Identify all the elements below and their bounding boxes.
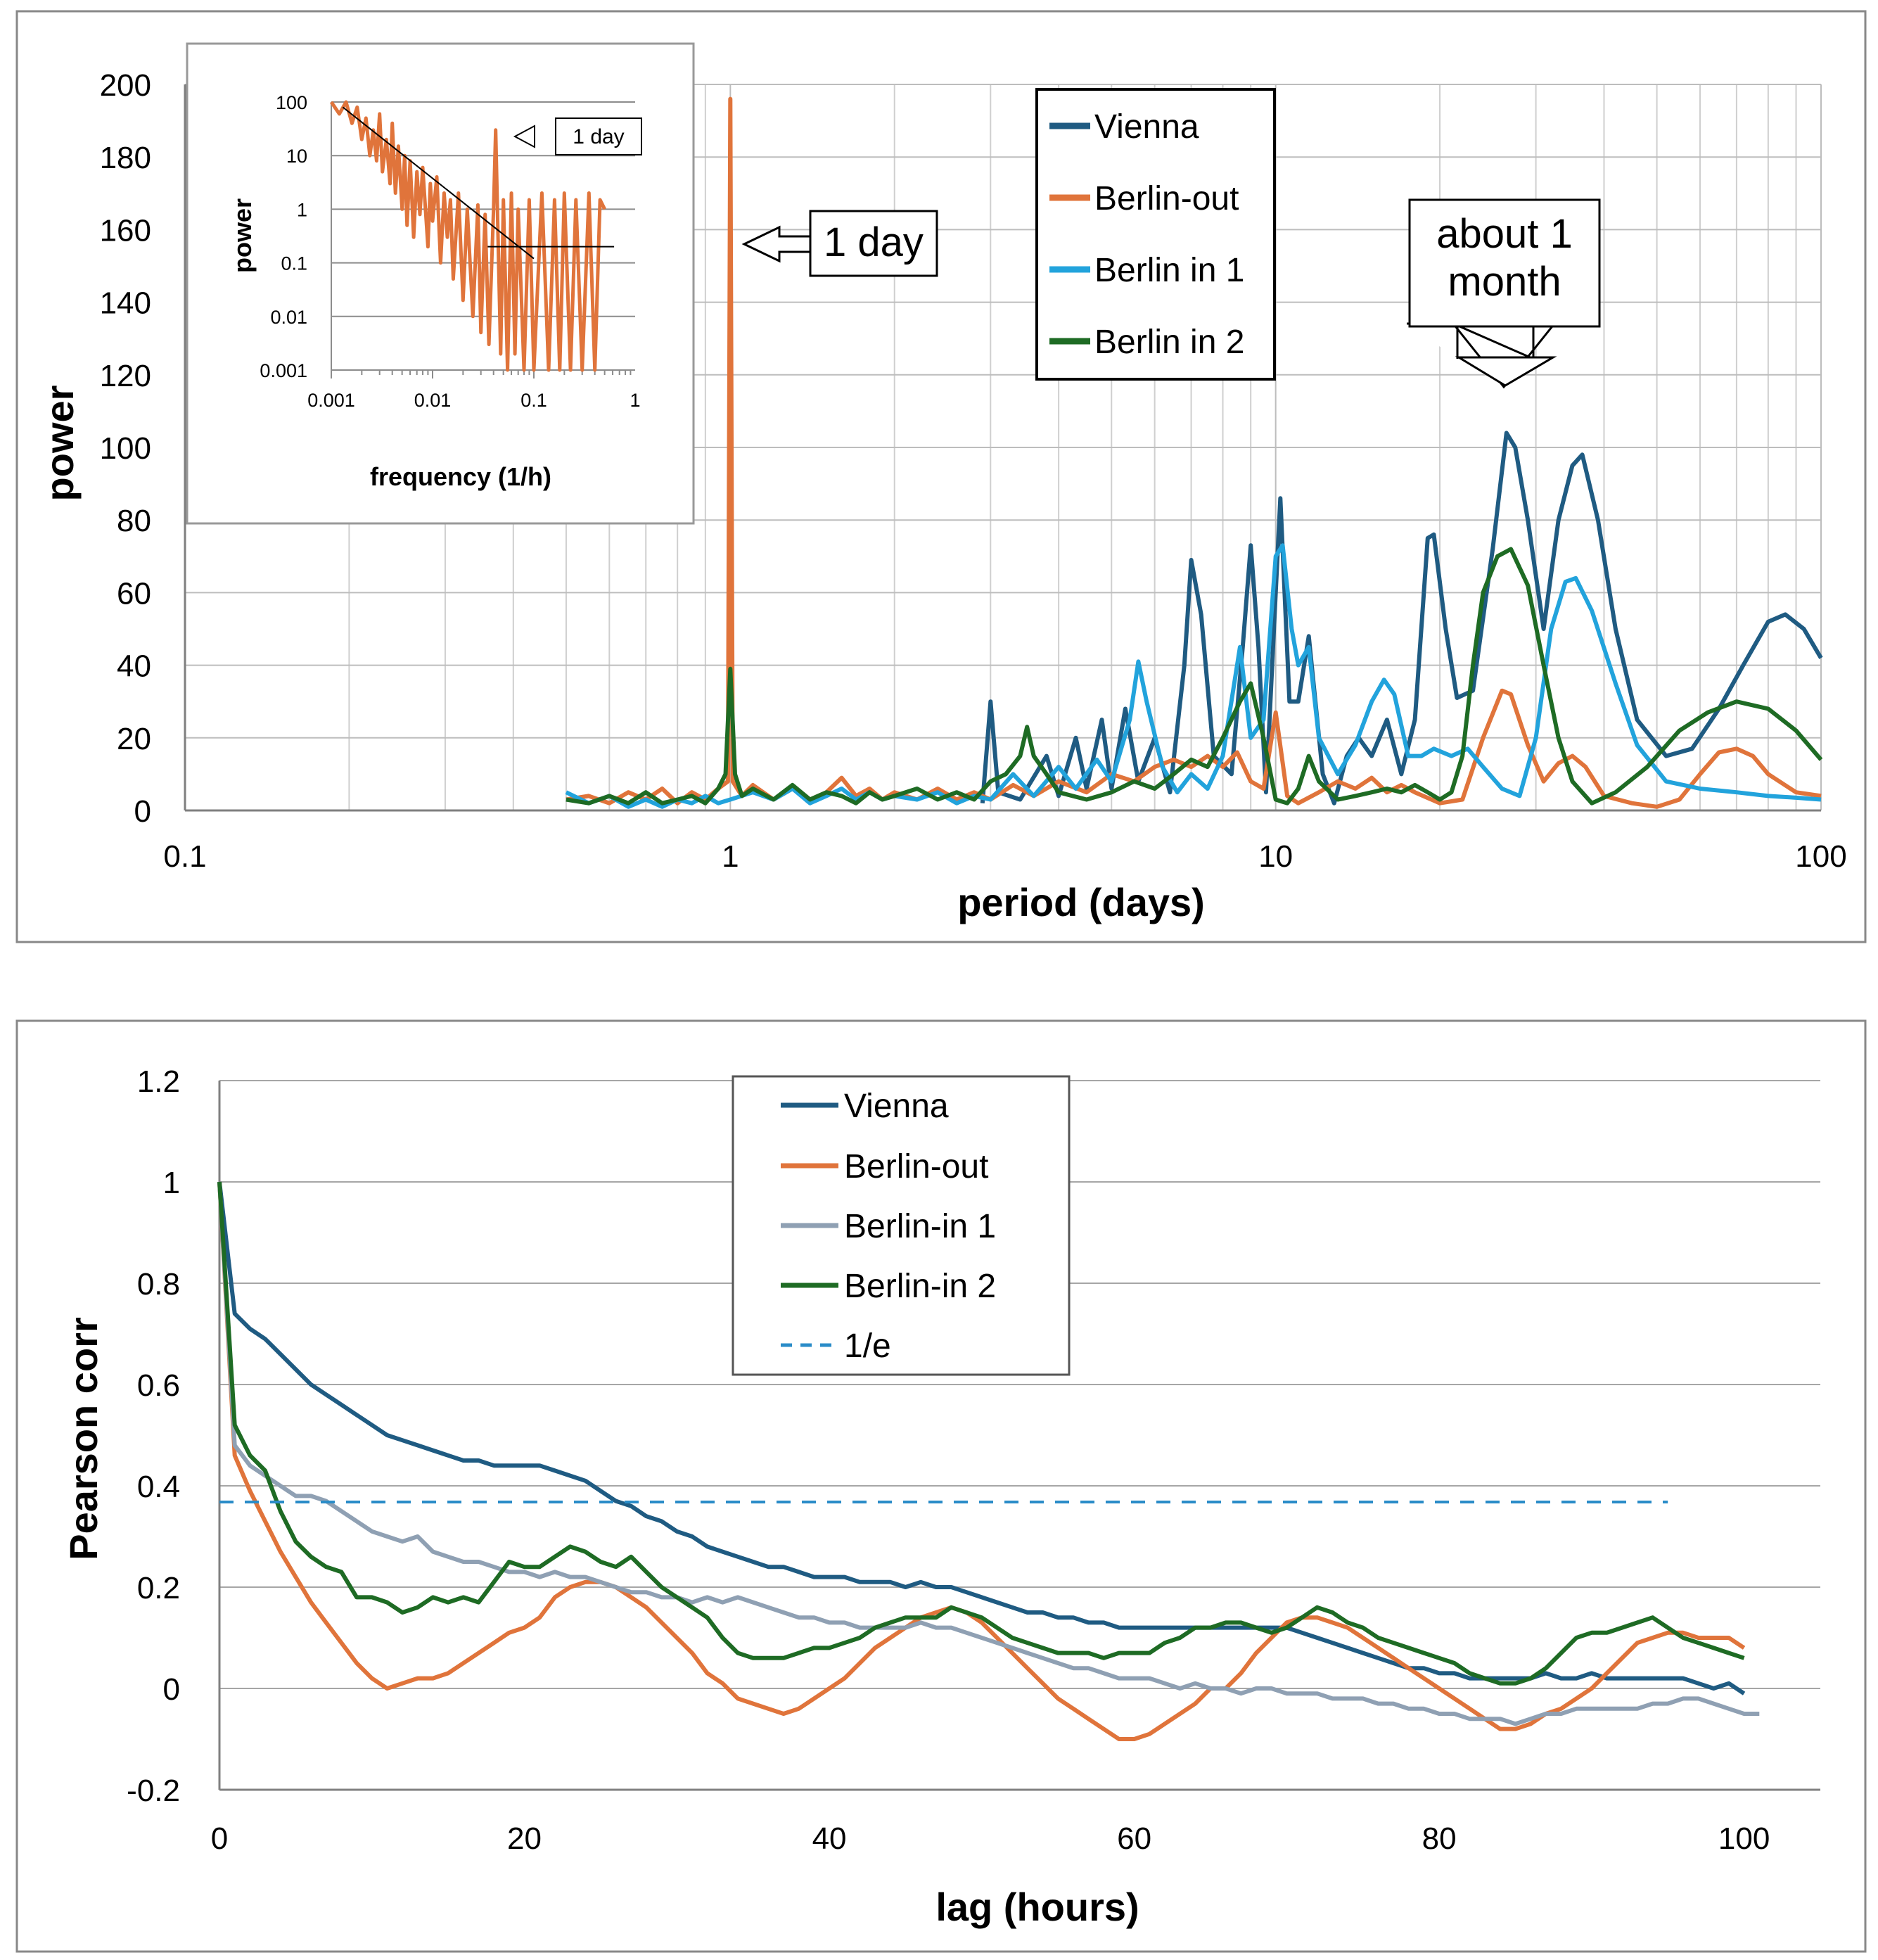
legend-label: Berlin-out (844, 1148, 988, 1185)
legend-item-vienna: Vienna (781, 1088, 949, 1125)
inset-border (186, 42, 695, 525)
legend-item-berlin-out: Berlin-out (1049, 180, 1239, 217)
y-tick-label: 0 (134, 794, 151, 829)
legend: Vienna Berlin-out Berlin-in 1 Berlin-in … (732, 1075, 1071, 1376)
legend-label: Berlin-out (1094, 180, 1239, 217)
legend-item-vienna: Vienna (1049, 108, 1199, 146)
inset-x-tick-label: 0.1 (520, 390, 547, 411)
y-tick-label: 0.8 (137, 1267, 180, 1302)
y-tick-label: 0.2 (137, 1571, 180, 1605)
series-line-berlin-out (566, 96, 1822, 809)
x-tick-label: 20 (507, 1821, 542, 1856)
inset-callout-text: 1 day (573, 125, 624, 148)
x-tick-label: 80 (1422, 1821, 1457, 1856)
autocorrelation-panel: 0 20 40 60 80 100 -0.2 0 0.2 0.4 0.6 0.8 1 1.2 Pearso… (15, 1019, 1867, 1953)
x-tick-label: 0.1 (163, 839, 206, 874)
x-tick-label: 60 (1117, 1821, 1151, 1856)
inset-y-tick-label: 1 (297, 199, 307, 220)
inset-x-tick-label: 0.001 (307, 390, 355, 411)
legend-item-berlin-out: Berlin-out (781, 1148, 988, 1185)
x-tick-label: 10 (1258, 839, 1293, 874)
grid (184, 84, 1822, 812)
inset-chart: 0.001 0.01 0.1 1 100 10 1 0.1 0.01 0.001 power fr… (186, 42, 695, 525)
inset-fit-line (342, 106, 535, 260)
month-callout-line1: about 1 (1436, 211, 1573, 257)
inset-callout-arrow-head (513, 125, 535, 148)
inset-y-axis-title: power (228, 198, 257, 273)
series-line-berlin-in-2 (566, 547, 1823, 806)
legend-label: 1/e (844, 1328, 891, 1365)
plot-area (565, 96, 1823, 809)
inset-callout: 1 day (513, 117, 642, 155)
series-line-berlin-in-1 (217, 1181, 1760, 1726)
month-callout-line2: month (1448, 259, 1561, 305)
inset-tick-labels: 0.001 0.01 0.1 1 100 10 1 0.1 0.01 0.001 (260, 92, 640, 411)
legend-item-berlin-in-2: Berlin-in 2 (781, 1268, 996, 1305)
y-tick-label: 120 (100, 359, 151, 393)
legend-label: Berlin in 2 (1094, 324, 1244, 361)
tick-labels: 0 20 40 60 80 100 -0.2 0 0.2 0.4 0.6 0.8 1 1.2 (127, 1064, 1770, 1856)
inset-y-tick-label: 0.1 (281, 253, 307, 274)
y-tick-label: 140 (100, 286, 151, 321)
legend-label: Berlin-in 1 (844, 1208, 996, 1245)
y-tick-label: 1 (163, 1166, 180, 1200)
x-tick-label: 40 (812, 1821, 847, 1856)
x-tick-label: 1 (722, 839, 739, 874)
inset-x-tick-label: 0.01 (414, 390, 452, 411)
y-tick-label: 1.2 (137, 1064, 180, 1099)
inset-x-tick-label: 1 (630, 390, 640, 411)
y-tick-label: 0.4 (137, 1470, 180, 1504)
x-tick-label: 100 (1795, 839, 1846, 874)
inset-y-tick-label: 10 (286, 146, 307, 167)
x-axis-title: period (days) (957, 880, 1205, 924)
x-tick-label: 0 (211, 1821, 228, 1856)
legend-box (1035, 88, 1276, 381)
grid (218, 1080, 1820, 1791)
legend-label: Vienna (1094, 108, 1199, 146)
legend-item-one-over-e: 1/e (781, 1328, 891, 1365)
x-axis-title: lag (hours) (935, 1885, 1139, 1929)
y-tick-label: 60 (117, 576, 151, 611)
y-tick-label: 0.6 (137, 1368, 180, 1403)
legend: Vienna Berlin-out Berlin in 1 Berlin in … (1035, 88, 1276, 381)
series-line-berlin-in-2 (217, 1181, 1745, 1686)
inset-series-line-berlin-out (329, 100, 606, 372)
legend-label: Berlin-in 2 (844, 1268, 996, 1305)
y-tick-label: 160 (100, 213, 151, 248)
inset-y-tick-label: 0.01 (270, 307, 307, 328)
x-tick-label: 100 (1718, 1821, 1770, 1856)
inset-y-tick-label: 0.001 (260, 360, 307, 381)
inset-callout-box (555, 117, 642, 155)
plot-area (217, 1181, 1760, 1741)
periodogram-panel: 0.1 1 10 100 0 20 40 60 80 100 120 140 160 180 200 pow… (15, 10, 1867, 943)
y-tick-label: 40 (117, 649, 151, 684)
y-tick-label: 200 (100, 68, 151, 103)
inset-y-tick-label: 100 (276, 92, 307, 113)
series-line-berlin-out (217, 1181, 1746, 1741)
tick-labels: 0.1 1 10 100 0 20 40 60 80 100 120 140 160 180 200 (100, 68, 1847, 874)
y-tick-label: 20 (117, 722, 151, 756)
legend-item-berlin-in-1: Berlin in 1 (1049, 252, 1244, 289)
one-day-callout-box (809, 210, 938, 277)
y-axis-title: power (37, 386, 82, 502)
y-tick-label: 0 (163, 1672, 180, 1707)
one-day-callout-text: 1 day (824, 219, 924, 265)
series-line-vienna (980, 431, 1823, 806)
month-callout: about 1 month (1407, 198, 1601, 389)
legend-item-berlin-in-2: Berlin in 2 (1049, 324, 1244, 361)
month-callout-box (1408, 198, 1601, 328)
inset-x-axis-title: frequency (1/h) (370, 462, 551, 491)
legend-item-berlin-in-1: Berlin-in 1 (781, 1208, 996, 1245)
y-tick-label: 180 (100, 141, 151, 175)
y-tick-label: 80 (117, 504, 151, 538)
one-day-callout: 1 day (741, 210, 938, 277)
y-axis-title: Pearson corr (61, 1317, 106, 1560)
legend-label: Vienna (844, 1088, 949, 1125)
y-tick-label: 100 (100, 431, 151, 466)
inset-plot-area (329, 100, 615, 372)
y-tick-label: -0.2 (127, 1774, 180, 1808)
month-callout-arrowhead (1455, 356, 1557, 387)
legend-label: Berlin in 1 (1094, 252, 1244, 289)
